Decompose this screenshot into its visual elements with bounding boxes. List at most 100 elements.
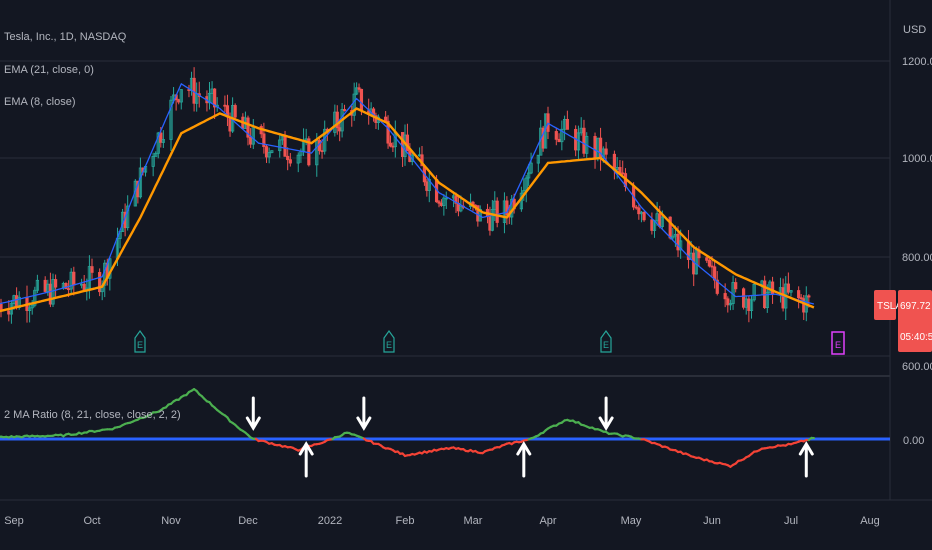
earnings-marker[interactable]: E: [831, 331, 845, 355]
ema-fast-legend[interactable]: EMA (8, close): [4, 96, 76, 108]
ema-slow-legend[interactable]: EMA (21, close, 0): [4, 64, 94, 76]
time-axis[interactable]: Sep Oct Nov Dec 2022 Feb Mar Apr May Jun Jul Aug: [4, 515, 880, 527]
earnings-marker[interactable]: E: [600, 329, 612, 353]
price-badge: TSLA 697.72 05:40:55: [874, 290, 932, 352]
ema-slow-line: [0, 107, 815, 313]
time-label: Aug: [860, 515, 880, 527]
candle-body: [156, 132, 160, 154]
time-label: Sep: [4, 515, 24, 527]
candle-body: [650, 219, 654, 231]
candle-body: [604, 148, 608, 155]
candle-body: [565, 118, 569, 130]
candle-body: [527, 172, 531, 179]
candle-body: [90, 266, 94, 273]
candle-body: [560, 128, 564, 143]
candle-body: [671, 235, 675, 239]
time-label: Oct: [83, 515, 100, 527]
price-tick-1200: 1200.00: [902, 56, 932, 68]
candle-body: [621, 172, 625, 175]
symbol-title[interactable]: Tesla, Inc., 1D, NASDAQ: [4, 31, 127, 43]
grid: [0, 0, 932, 501]
candle-body: [593, 136, 597, 158]
candle-body: [48, 283, 53, 305]
earnings-letter: E: [835, 340, 841, 350]
candle-body: [786, 283, 790, 293]
candle-body: [33, 289, 37, 306]
candle-body: [705, 257, 709, 261]
candle-body: [223, 104, 227, 107]
candle-body: [642, 211, 646, 221]
arrow-shape: [245, 396, 261, 431]
candle-body: [35, 279, 40, 291]
candle-body: [637, 207, 641, 215]
candle-body: [807, 295, 811, 298]
candle-body: [72, 271, 76, 286]
candle-body: [64, 282, 68, 290]
earnings-marker[interactable]: E: [134, 329, 146, 353]
candle-body: [296, 154, 300, 164]
earnings-badge: [600, 329, 612, 353]
indicator-tick-zero: 0.00: [903, 435, 924, 447]
time-label: Apr: [539, 515, 556, 527]
candle-body: [288, 159, 292, 164]
candle-body: [747, 298, 751, 311]
candle-body: [246, 117, 250, 138]
candle-body: [169, 99, 173, 140]
candle-body: [770, 281, 775, 295]
candle-body: [658, 213, 662, 227]
candle-body: [710, 265, 714, 268]
candle-body: [159, 132, 163, 143]
candle-body: [283, 135, 287, 157]
candle-body: [249, 136, 253, 145]
candle-body: [781, 287, 785, 309]
candle-body: [27, 307, 32, 311]
candle-body: [612, 153, 617, 170]
earnings-letter: E: [386, 340, 392, 350]
candle-body: [355, 87, 359, 95]
time-label: Mar: [464, 515, 483, 527]
candle-body: [388, 142, 393, 147]
candle-body: [278, 139, 282, 152]
candle-body: [262, 133, 266, 148]
last-price: 697.72: [900, 301, 931, 312]
candle-body: [30, 304, 34, 309]
time-label: Feb: [396, 515, 415, 527]
symbol-badge-bg: [874, 290, 896, 320]
candle-body: [233, 105, 237, 118]
candle-body: [734, 282, 738, 290]
candle-body: [207, 92, 212, 104]
candle-body: [582, 127, 586, 154]
earnings-badge: [383, 329, 395, 353]
candle-body: [728, 303, 733, 306]
earnings-marker[interactable]: E: [383, 329, 395, 353]
candle-body: [126, 205, 130, 229]
candle-body: [789, 290, 793, 293]
time-label: 2022: [318, 515, 342, 527]
time-label: Nov: [161, 515, 181, 527]
candle-body: [335, 111, 339, 129]
sell-arrow-icon: [598, 396, 614, 431]
candle-body: [707, 259, 711, 267]
price-scale[interactable]: USD 1200.00 1000.00 800.00 600.00 0.00: [902, 24, 932, 447]
buy-arrow-icon: [516, 441, 532, 478]
arrow-shape: [516, 441, 532, 478]
earnings-letter: E: [137, 340, 143, 350]
candle-body: [54, 279, 58, 288]
candle-body: [267, 152, 271, 158]
candle-body: [352, 93, 356, 116]
candle-body: [676, 233, 680, 251]
candle-body: [660, 216, 664, 227]
candle-body: [742, 288, 746, 308]
buy-arrow-icon: [298, 441, 314, 478]
bar-countdown: 05:40:55: [900, 332, 932, 343]
candle-body: [554, 131, 558, 140]
sell-arrow-icon: [245, 396, 261, 431]
candle-body: [7, 310, 11, 315]
candle-body: [799, 297, 803, 300]
arrow-shape: [298, 441, 314, 478]
indicator-legend[interactable]: 2 MA Ratio (8, 21, close, close, 2, 2): [4, 409, 181, 421]
candle-body: [797, 290, 801, 299]
earnings-badge: [134, 329, 146, 353]
